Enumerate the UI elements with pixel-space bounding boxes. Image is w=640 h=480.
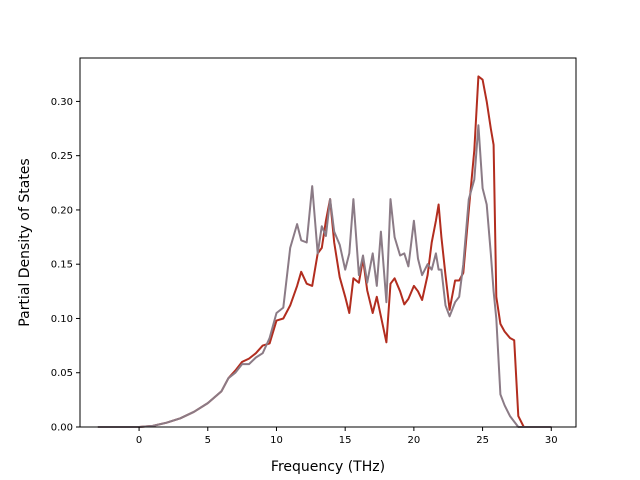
x-tick-label: 20 xyxy=(408,435,421,446)
series-layer xyxy=(97,75,552,428)
plot-frame xyxy=(79,57,577,428)
y-axis-label: Partial Density of States xyxy=(17,158,33,326)
tick-layer: 0 5 10 15 20 25 30 0.00 0.05 0.10 0.15 0.20 0.25 0.30 xyxy=(51,97,558,446)
x-axis-label: Frequency (THz) xyxy=(271,459,385,475)
y-tick-label: 0.30 xyxy=(51,97,73,108)
x-tick-label: 10 xyxy=(270,435,283,446)
y-tick-label: 0.15 xyxy=(51,260,73,271)
y-tick-label: 0.25 xyxy=(51,151,73,162)
x-tick-label: 30 xyxy=(545,435,558,446)
y-tick-label: 0.10 xyxy=(51,314,73,325)
x-tick-label: 15 xyxy=(339,435,352,446)
x-tick-label: 0 xyxy=(136,435,142,446)
series-line-1 xyxy=(97,75,552,428)
y-tick-label: 0.05 xyxy=(51,368,73,379)
y-tick-label: 0.00 xyxy=(51,423,73,434)
x-tick-label: 25 xyxy=(476,435,489,446)
y-tick-label: 0.20 xyxy=(51,205,73,216)
x-tick-label: 5 xyxy=(205,435,211,446)
series-line-2 xyxy=(97,124,552,428)
